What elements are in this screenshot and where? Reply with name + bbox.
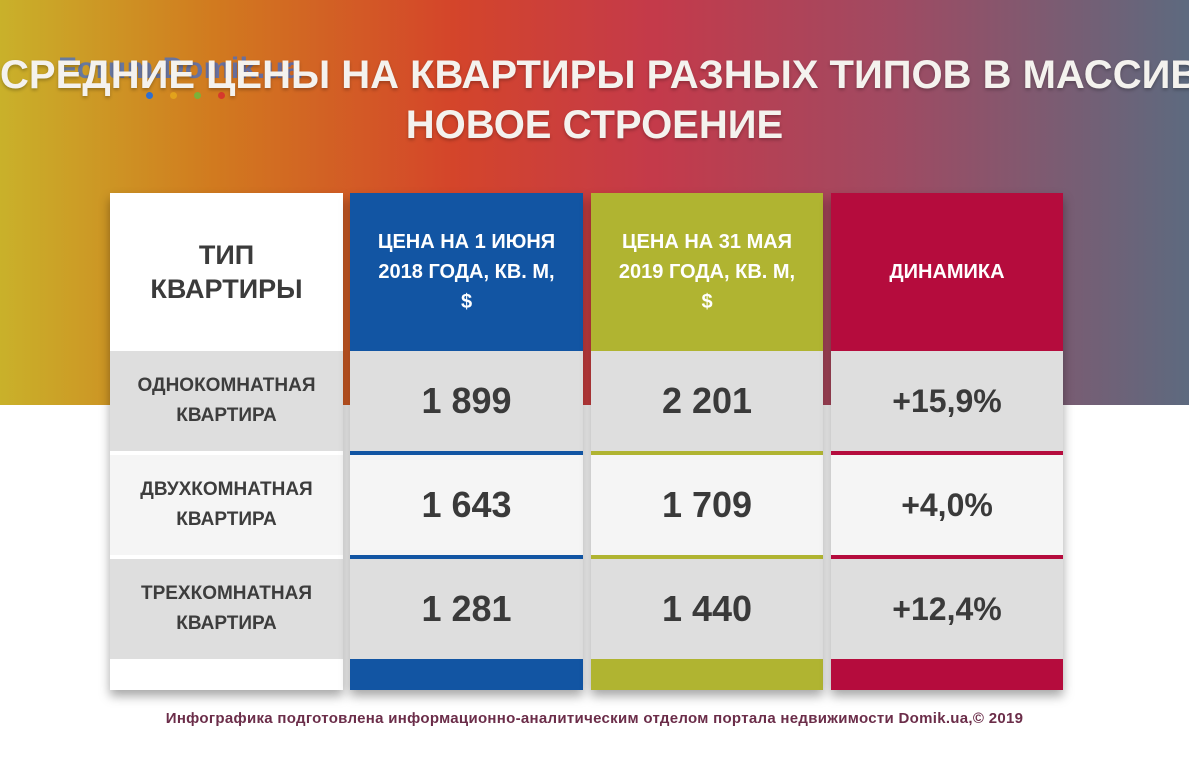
row-2-price-2018: 1 643 (421, 484, 512, 525)
title-line-2: НОВОЕ СТРОЕНИЕ (405, 103, 784, 147)
watermark-logo: Forum.Domik.ua (58, 52, 302, 85)
footer-credit: Инфографика подготовлена информационно-а… (165, 710, 1024, 727)
column-dynamics: ДИНАМИКА +15,9% +4,0% +12,4% (831, 193, 1063, 690)
table-cell: 1 709 (591, 455, 823, 555)
row-1-price-2019: 2 201 (661, 380, 753, 421)
table-cell: ТРЕХКОМНАТНАЯ КВАРТИРА (110, 559, 343, 659)
table-cell: ДВУХКОМНАТНАЯ КВАРТИРА (110, 455, 343, 555)
row-2-type: ДВУХКОМНАТНАЯ КВАРТИРА (140, 479, 313, 530)
table-cell: 1 281 (350, 559, 583, 659)
watermark-dots-icon (146, 92, 246, 102)
title-line-1: СРЕДНИЕ ЦЕНЫ НА КВАРТИРЫ РАЗНЫХ ТИПОВ В … (0, 53, 1189, 97)
table-cell: 1 440 (591, 559, 823, 659)
column-apartment-type: ТИП КВАРТИРЫ ОДНОКОМНАТНАЯ КВАРТИРА ДВУХ… (110, 193, 343, 690)
row-3-price-2019: 1 440 (661, 588, 753, 629)
header-price-2018-label: ЦЕНА НА 1 ИЮНЯ 2018 ГОДА, КВ. М, $ (377, 231, 556, 313)
table-cell: 1 899 (350, 351, 583, 451)
header-price-2018: ЦЕНА НА 1 ИЮНЯ 2018 ГОДА, КВ. М, $ (350, 193, 583, 351)
row-3-type: ТРЕХКОМНАТНАЯ КВАРТИРА (140, 583, 313, 634)
row-1-price-2018: 1 899 (421, 380, 512, 421)
header-dynamics-label: ДИНАМИКА (889, 261, 1005, 283)
header-apartment-type: ТИП КВАРТИРЫ (110, 193, 343, 351)
table-cell: ОДНОКОМНАТНАЯ КВАРТИРА (110, 351, 343, 451)
table-cell: 2 201 (591, 351, 823, 451)
table-cell: +15,9% (831, 351, 1063, 451)
table-cell: 1 643 (350, 455, 583, 555)
header-apartment-type-label: ТИП КВАРТИРЫ (150, 240, 303, 304)
row-1-dynamics: +15,9% (892, 382, 1002, 419)
row-3-price-2018: 1 281 (421, 588, 512, 629)
header-price-2019-label: ЦЕНА НА 31 МАЯ 2019 ГОДА, КВ. М, $ (618, 231, 796, 313)
column-price-2019: ЦЕНА НА 31 МАЯ 2019 ГОДА, КВ. М, $ 2 201… (591, 193, 823, 690)
row-2-dynamics: +4,0% (901, 486, 993, 523)
table-cell: +4,0% (831, 455, 1063, 555)
header-price-2019: ЦЕНА НА 31 МАЯ 2019 ГОДА, КВ. М, $ (591, 193, 823, 351)
row-1-type: ОДНОКОМНАТНАЯ КВАРТИРА (137, 375, 316, 426)
column-price-2018: ЦЕНА НА 1 ИЮНЯ 2018 ГОДА, КВ. М, $ 1 899… (350, 193, 583, 690)
row-2-price-2019: 1 709 (661, 484, 753, 525)
table-cell: +12,4% (831, 559, 1063, 659)
header-dynamics: ДИНАМИКА (831, 193, 1063, 351)
row-3-dynamics: +12,4% (892, 590, 1002, 627)
page-title: СРЕДНИЕ ЦЕНЫ НА КВАРТИРЫ РАЗНЫХ ТИПОВ В … (0, 50, 1189, 150)
